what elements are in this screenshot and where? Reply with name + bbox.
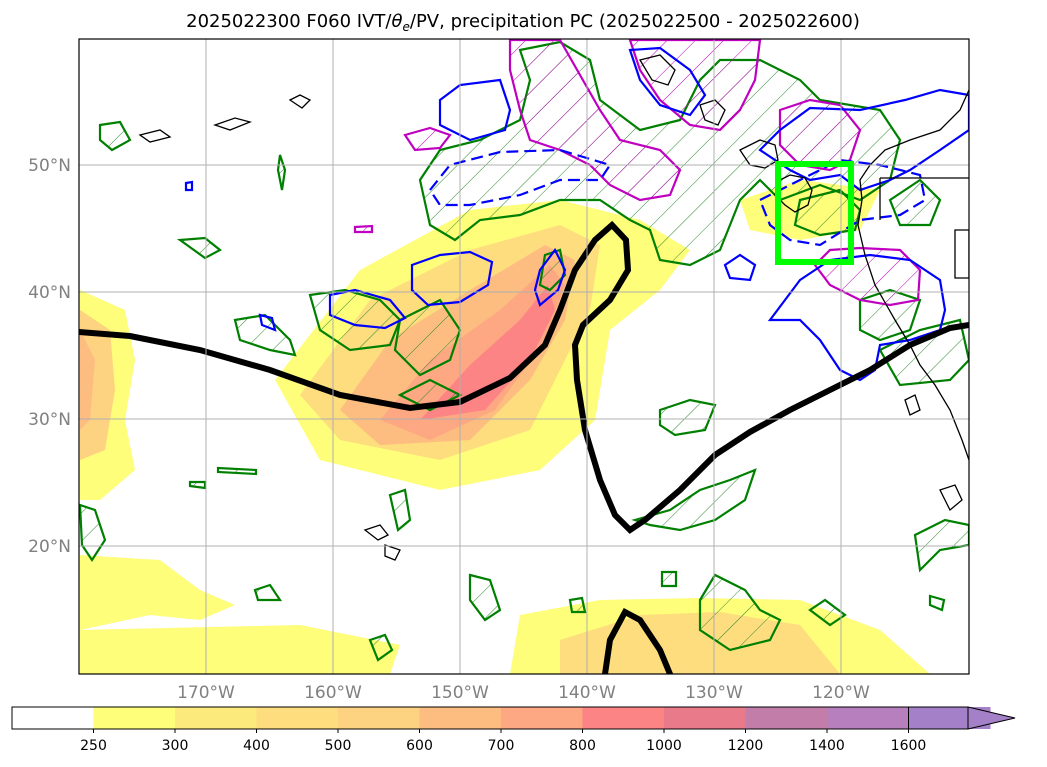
colorbar-segment (93, 707, 176, 729)
lon-label: 140°W (558, 683, 616, 703)
colorbar-segment (338, 707, 420, 729)
map-panel (79, 39, 969, 674)
colorbar-tick-label: 700 (488, 738, 515, 754)
colorbar-segment (419, 707, 502, 729)
lon-label: 170°W (177, 683, 235, 703)
colorbar-segment (827, 707, 909, 729)
lat-label: 20°N (28, 537, 71, 557)
pv-contours (353, 39, 922, 307)
colorbar-segment (256, 707, 339, 729)
colorbar-tick-label: 800 (569, 738, 596, 754)
lat-label: 40°N (28, 283, 71, 303)
coastlines (138, 54, 969, 561)
colorbar-tick-label: 1400 (809, 738, 845, 754)
colorbar-extend-arrow (908, 706, 1016, 730)
colorbar-tick-label: 1200 (728, 738, 764, 754)
target-region-box (775, 161, 854, 265)
lat-label: 50°N (28, 156, 71, 176)
lon-label: 160°W (304, 683, 362, 703)
lon-label: 150°W (431, 683, 489, 703)
colorbar-segment (745, 707, 828, 729)
colorbar-tick-label: 500 (325, 738, 352, 754)
latitude-labels: 50°N 40°N 30°N 20°N (28, 156, 71, 557)
colorbar-tick-label: 300 (162, 738, 189, 754)
colorbar-segment (12, 707, 94, 729)
colorbar-segment (582, 707, 665, 729)
ivt-axis-lines (79, 220, 969, 674)
colorbar-segment (664, 707, 746, 729)
longitude-labels: 170°W 160°W 150°W 140°W 130°W 120°W (177, 683, 870, 703)
ivt-shading (80, 180, 930, 674)
lon-label: 120°W (812, 683, 870, 703)
colorbar: 250 300 400 500 600 700 800 1000 1200 1400 1600 (11, 706, 1016, 754)
colorbar-tick-label: 250 (80, 738, 107, 754)
map-title: 2025022300 F060 IVT/θe/PV, precipitation… (186, 11, 860, 34)
colorbar-tick-label: 1000 (646, 738, 682, 754)
colorbar-tick-label: 600 (406, 738, 433, 754)
map-frame (78, 38, 970, 675)
colorbar-segment (501, 707, 583, 729)
lon-label: 130°W (685, 683, 743, 703)
colorbar-tick-label: 1600 (891, 738, 927, 754)
lat-label: 30°N (28, 410, 71, 430)
colorbar-outline (11, 706, 969, 730)
colorbar-segment (175, 707, 257, 729)
colorbar-tick-label: 400 (243, 738, 270, 754)
gridlines (79, 39, 969, 674)
